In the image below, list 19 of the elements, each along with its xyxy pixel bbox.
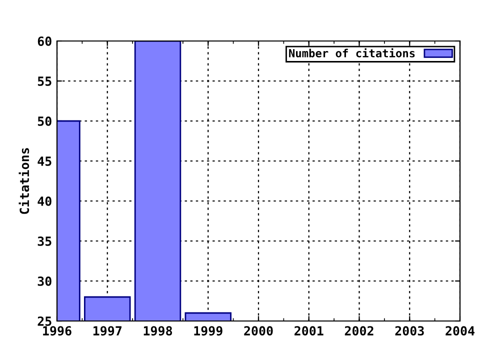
x-tick-label: 1997	[93, 326, 122, 336]
x-tick-label: 2002	[344, 326, 374, 336]
y-tick-label: 50	[38, 116, 52, 126]
x-tick-label: 1999	[194, 326, 222, 336]
x-tick-label: 2000	[244, 326, 273, 336]
y-tick-label: 35	[38, 236, 52, 246]
x-tick-label: 2004	[446, 326, 474, 336]
x-tick-label: 1996	[43, 326, 72, 336]
y-tick-label: 25	[38, 316, 52, 326]
y-tick-label: 30	[38, 276, 52, 286]
legend-label: Number of citations	[289, 48, 415, 58]
x-tick-label: 2003	[395, 326, 424, 336]
y-tick-label: 45	[38, 156, 52, 166]
y-tick-label: 55	[38, 76, 52, 86]
y-tick-label: 60	[38, 36, 52, 46]
y-tick-label: 40	[38, 196, 52, 206]
x-tick-label: 1998	[144, 326, 172, 336]
y-axis-title: Citations	[18, 148, 30, 214]
x-tick-label: 2001	[294, 326, 324, 336]
